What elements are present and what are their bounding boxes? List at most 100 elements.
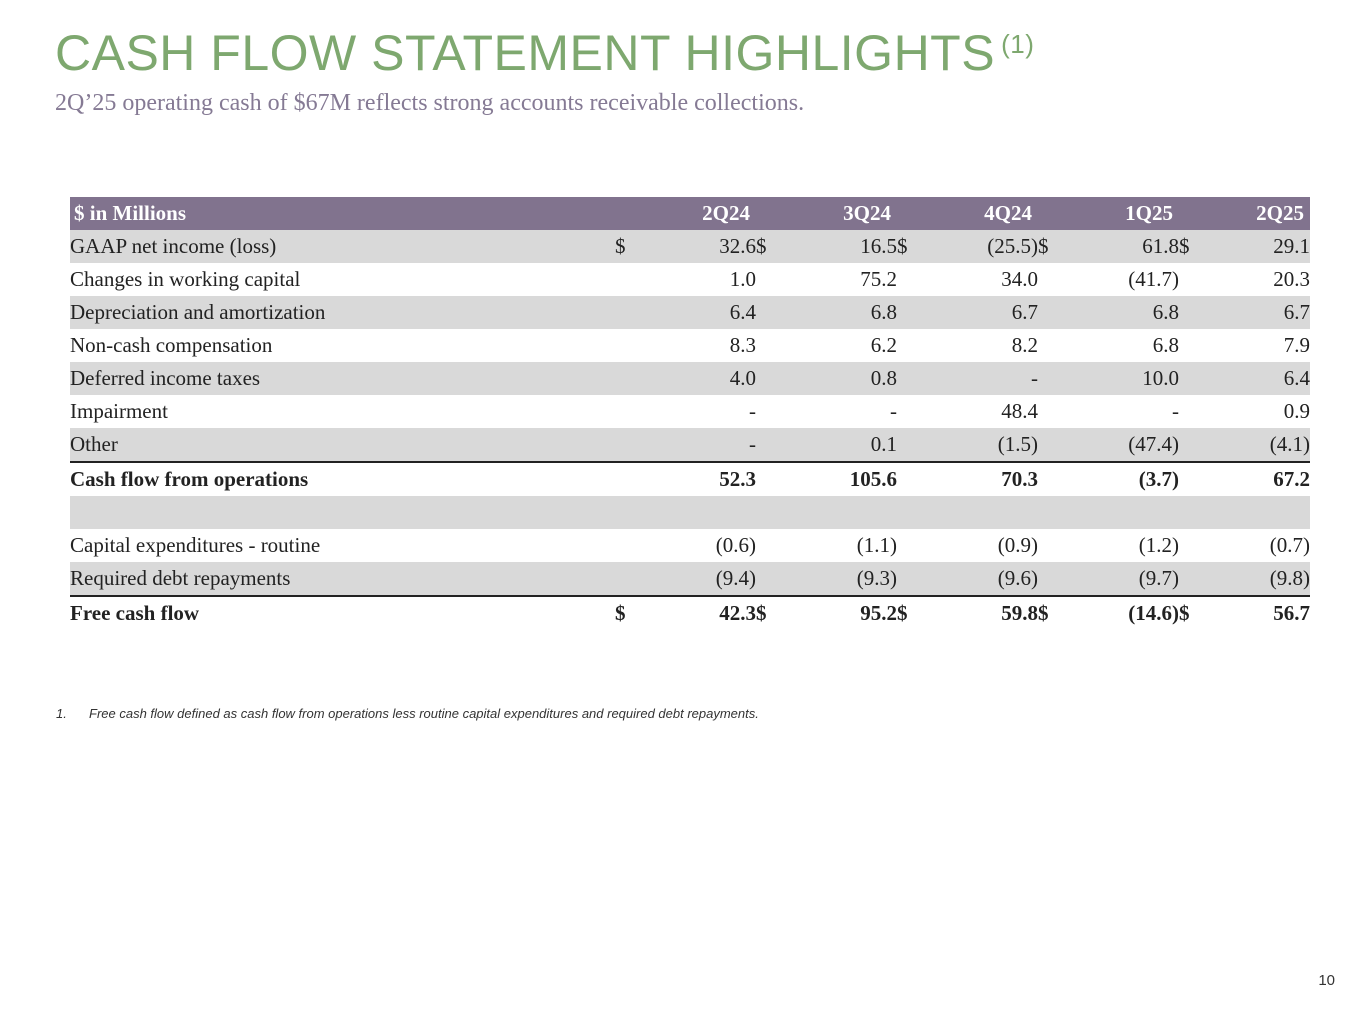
value-cell: 42.3 xyxy=(645,595,756,630)
value-cell: (1.5) xyxy=(997,432,1038,456)
currency-symbol xyxy=(756,496,786,529)
currency-symbol xyxy=(1038,362,1068,395)
value-cell: 56.7 xyxy=(1209,595,1310,630)
currency-symbol: $ xyxy=(1038,234,1049,258)
currency-symbol xyxy=(615,461,645,496)
currency-symbol xyxy=(756,428,786,462)
value-cell: - xyxy=(1031,366,1038,390)
currency-symbol: $ xyxy=(1038,595,1068,630)
value-cell: 4.0 xyxy=(729,366,756,390)
value-cell: (9.4) xyxy=(715,566,756,590)
currency-symbol xyxy=(1038,428,1068,462)
currency-symbol: $ xyxy=(756,595,786,630)
row-label: Deferred income taxes xyxy=(70,366,261,390)
currency-symbol xyxy=(897,362,927,395)
value-cell: (41.7) xyxy=(1128,267,1179,291)
currency-symbol xyxy=(615,362,645,395)
currency-symbol xyxy=(1038,562,1068,596)
value-cell: 10.0 xyxy=(1142,366,1179,390)
currency-symbol xyxy=(897,329,927,362)
table-row: Capital expenditures - routine (0.6) (1.1)… xyxy=(70,529,1310,562)
value-cell: 6.4 xyxy=(729,300,756,324)
value-cell: (9.7) xyxy=(1138,566,1179,590)
currency-symbol xyxy=(897,296,927,329)
table-row: GAAP net income (loss) $32.6 $16.5 $ (25.5) $… xyxy=(70,230,1310,263)
currency-symbol: $ xyxy=(615,595,645,630)
currency-symbol xyxy=(615,428,645,462)
table-row xyxy=(70,496,1310,529)
currency-symbol xyxy=(1179,362,1209,395)
column-header: 1Q25 xyxy=(1125,201,1173,225)
page-title-text: CASH FLOW STATEMENT HIGHLIGHTS xyxy=(55,25,996,81)
row-label: Free cash flow xyxy=(70,595,615,630)
row-label: Impairment xyxy=(70,399,168,423)
currency-symbol: $ xyxy=(756,234,767,258)
footnote-number: 1. xyxy=(56,706,67,721)
value-cell: (0.6) xyxy=(715,533,756,557)
currency-symbol xyxy=(1038,461,1068,496)
currency-symbol xyxy=(1179,263,1209,296)
currency-symbol xyxy=(1179,428,1209,462)
page-subtitle: 2Q’25 operating cash of $67M reflects st… xyxy=(55,90,805,116)
value-cell: 32.6 xyxy=(719,234,756,258)
value-cell: 34.0 xyxy=(1001,267,1038,291)
value-cell: 61.8 xyxy=(1142,234,1179,258)
row-label: Capital expenditures - routine xyxy=(70,533,321,557)
value-cell: 95.2 xyxy=(786,595,897,630)
value-cell: 29.1 xyxy=(1273,234,1310,258)
value-cell: (47.4) xyxy=(1128,432,1179,456)
currency-symbol xyxy=(1179,496,1209,529)
currency-symbol xyxy=(1038,329,1068,362)
currency-symbol xyxy=(897,496,927,529)
value-cell: 70.3 xyxy=(927,461,1038,496)
value-cell: 6.4 xyxy=(1283,366,1310,390)
currency-symbol: $ xyxy=(897,595,927,630)
currency-symbol xyxy=(756,529,786,562)
value-cell: 52.3 xyxy=(645,461,756,496)
value-cell: 0.9 xyxy=(1283,399,1310,423)
table-row: Required debt repayments (9.4) (9.3) (9.6) (… xyxy=(70,562,1310,596)
currency-symbol xyxy=(615,529,645,562)
value-cell: 67.2 xyxy=(1209,461,1310,496)
value-cell: 105.6 xyxy=(786,461,897,496)
currency-symbol xyxy=(615,496,645,529)
currency-symbol xyxy=(615,296,645,329)
header-label: $ in Millions xyxy=(74,201,187,225)
value-cell: 7.9 xyxy=(1283,333,1310,357)
table-row: Deferred income taxes 4.0 0.8 - 10.0 6.4 xyxy=(70,362,1310,395)
value-cell: 6.8 xyxy=(870,300,897,324)
value-cell: 75.2 xyxy=(860,267,897,291)
table-row: Depreciation and amortization 6.4 6.8 6.7 6.… xyxy=(70,296,1310,329)
value-cell: 6.8 xyxy=(1152,300,1179,324)
currency-symbol xyxy=(1179,529,1209,562)
value-cell: 8.3 xyxy=(729,333,756,357)
currency-symbol xyxy=(897,395,927,428)
currency-symbol xyxy=(1038,529,1068,562)
value-cell: - xyxy=(749,432,756,456)
currency-symbol: $ xyxy=(615,234,626,258)
currency-symbol xyxy=(756,562,786,596)
currency-symbol xyxy=(756,263,786,296)
value-cell: 1.0 xyxy=(729,267,756,291)
value-cell xyxy=(645,496,756,529)
value-cell: (9.6) xyxy=(997,566,1038,590)
row-label: Other xyxy=(70,432,118,456)
row-label: Depreciation and amortization xyxy=(70,300,326,324)
value-cell xyxy=(1068,496,1179,529)
table-row: Other - 0.1 (1.5) (47.4) (4.1) xyxy=(70,428,1310,462)
page-number: 10 xyxy=(1318,972,1335,989)
currency-symbol xyxy=(756,362,786,395)
column-header: 3Q24 xyxy=(843,201,891,225)
currency-symbol xyxy=(756,395,786,428)
row-label: GAAP net income (loss) xyxy=(70,234,277,258)
value-cell: 6.7 xyxy=(1283,300,1310,324)
value-cell: (1.2) xyxy=(1138,533,1179,557)
value-cell: - xyxy=(1172,399,1179,423)
value-cell: 48.4 xyxy=(1001,399,1038,423)
value-cell: (9.3) xyxy=(856,566,897,590)
value-cell: 59.8 xyxy=(927,595,1038,630)
cash-flow-table: $ in Millions 2Q24 3Q24 4Q24 1Q25 2Q25 G… xyxy=(70,197,1310,630)
value-cell: 6.7 xyxy=(1011,300,1038,324)
value-cell: (25.5) xyxy=(987,234,1038,258)
currency-symbol xyxy=(897,529,927,562)
